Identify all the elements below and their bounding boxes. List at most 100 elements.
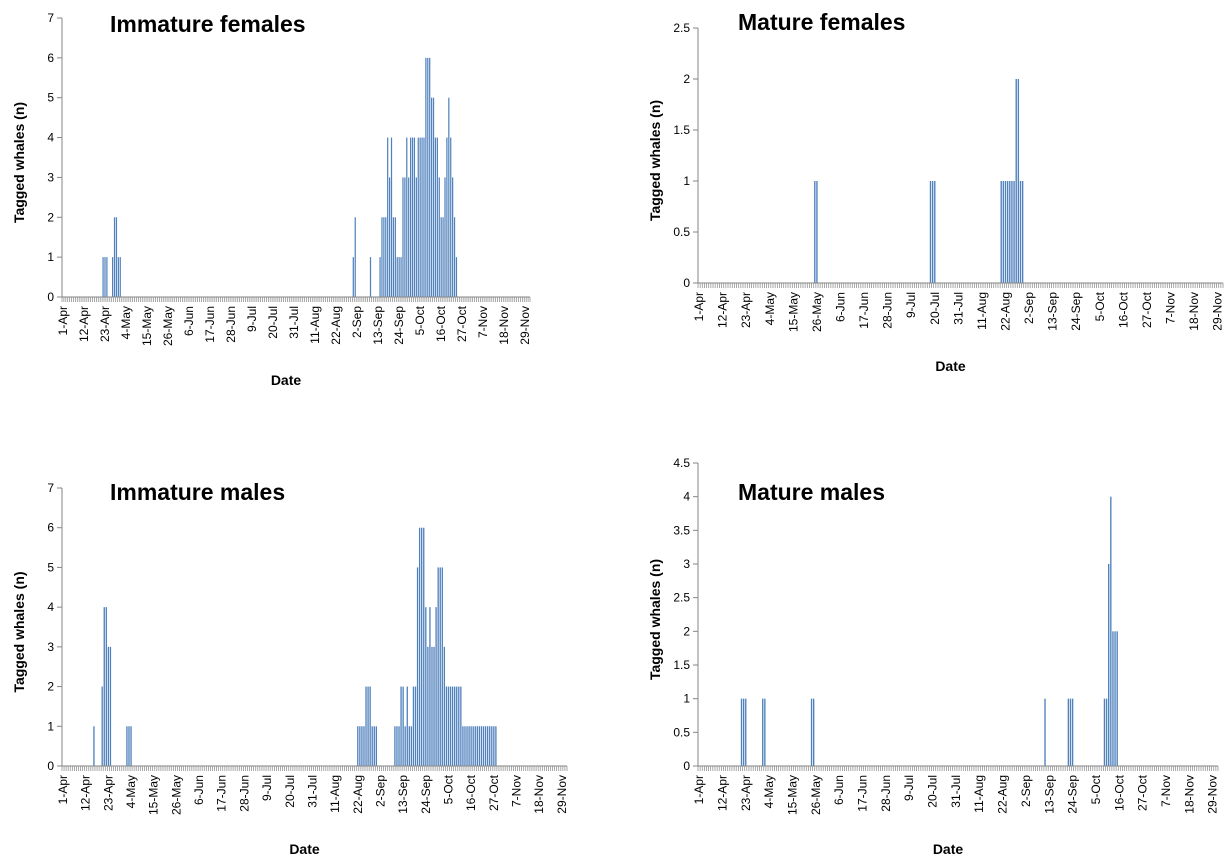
bar [1009, 181, 1011, 283]
x-tick-label: 18-Nov [497, 306, 511, 345]
x-tick-label: 15-May [140, 306, 154, 346]
y-tick-label: 1.5 [673, 123, 690, 137]
chart-panel: Mature males 0 0.5 1 1.5 2 2.5 3 3.5 4 4.5 1-Apr 12-… [647, 456, 1220, 857]
y-tick-label: 6 [47, 521, 54, 535]
bar [357, 726, 359, 766]
bar [445, 686, 448, 766]
bar [1011, 181, 1013, 283]
bar [745, 698, 747, 766]
x-tick-label: 20-Jul [283, 775, 297, 808]
x-day-ticks [61, 297, 531, 302]
bar [1006, 181, 1009, 283]
bar [1112, 631, 1114, 766]
x-tick-label: 24-Sep [419, 775, 433, 814]
bar [427, 646, 429, 766]
bar [371, 726, 373, 766]
x-tick-label: 27-Oct [1140, 291, 1154, 328]
bar [398, 257, 400, 297]
y-tick-label: 0 [683, 276, 690, 290]
x-tick-label: 22-Aug [999, 292, 1013, 331]
y-tick-label: 2.5 [673, 21, 690, 35]
x-tick-label: 16-Oct [464, 774, 478, 811]
x-tick-label: 27-Oct [487, 774, 501, 811]
bar [388, 177, 391, 297]
y-tick-label: 0 [683, 759, 690, 773]
x-tick-label: 24-Sep [1069, 292, 1083, 331]
bar [1071, 698, 1074, 766]
bar [390, 137, 393, 297]
bar [392, 217, 395, 297]
y-tick-label: 5 [47, 91, 54, 105]
bar [408, 177, 410, 297]
bar [365, 686, 367, 766]
x-tick-label: 5-Oct [1089, 774, 1103, 804]
bar-series [102, 57, 458, 298]
y-tick-label: 2.5 [673, 591, 690, 605]
bar [462, 726, 464, 766]
bar [421, 137, 423, 297]
y-tick-label: 0 [47, 290, 54, 304]
x-tick-label: 6-Jun [834, 292, 848, 322]
bar [130, 726, 132, 766]
bar [934, 181, 936, 283]
x-tick-label: 4-May [763, 292, 777, 325]
y-tick-label: 2 [47, 680, 54, 694]
x-tick-label: 17-Jun [855, 775, 869, 812]
bar [418, 527, 421, 766]
chart-title: Mature males [738, 479, 885, 505]
y-tick-label: 4 [683, 490, 690, 504]
bar [400, 257, 402, 297]
x-tick-label: 2-Sep [350, 306, 364, 338]
bar [404, 177, 406, 297]
y-tick-label: 4.5 [673, 456, 690, 470]
bar [402, 686, 404, 766]
x-tick-label: 7-Nov [1164, 292, 1178, 324]
x-tick-label: 24-Sep [1066, 775, 1080, 814]
x-tick-label: 1-Apr [56, 306, 70, 335]
bar [385, 217, 387, 297]
bar [379, 257, 381, 297]
bar [1105, 698, 1108, 766]
bar [396, 257, 398, 297]
bar [482, 726, 485, 766]
bar-series [740, 496, 1118, 766]
bar [394, 726, 396, 766]
chart-panel: Immature males 0 1 2 3 4 5 6 7 1-Apr 12-Apr 23-Apr 4… [11, 479, 569, 857]
bar [816, 181, 818, 283]
y-tick-label: 1 [683, 174, 690, 188]
bar [1114, 631, 1116, 766]
bar [443, 646, 446, 766]
bar [105, 607, 107, 766]
x-tick-label: 2-Sep [1019, 775, 1033, 807]
x-tick-label: 13-Sep [371, 306, 385, 345]
x-tick-label: 28-Jun [881, 292, 895, 329]
x-tick-label: 20-Jul [266, 306, 280, 339]
x-tick-label: 22-Aug [351, 775, 365, 814]
bar [415, 177, 417, 297]
bar [381, 217, 383, 297]
bar [464, 726, 466, 766]
x-tick-label: 29-Nov [555, 775, 569, 814]
bar [432, 97, 435, 298]
bar [1002, 181, 1005, 283]
bar [448, 97, 450, 298]
bar [1116, 631, 1118, 766]
bar [112, 257, 114, 297]
bar [810, 698, 813, 766]
x-tick-label: 5-Oct [441, 774, 455, 804]
x-tick-label: 18-Nov [532, 775, 546, 814]
x-day-ticks [61, 766, 568, 771]
bar [408, 726, 410, 766]
bar [413, 137, 416, 297]
x-tick-label: 2-Sep [373, 775, 387, 807]
bar [404, 726, 406, 766]
y-tick-label: 2 [683, 72, 690, 86]
bar [406, 686, 408, 766]
bar [444, 177, 446, 297]
bar [433, 646, 435, 766]
bar [929, 181, 932, 283]
x-tick-label: 12-Apr [79, 775, 93, 811]
bar [1019, 181, 1022, 283]
bar [425, 57, 427, 297]
